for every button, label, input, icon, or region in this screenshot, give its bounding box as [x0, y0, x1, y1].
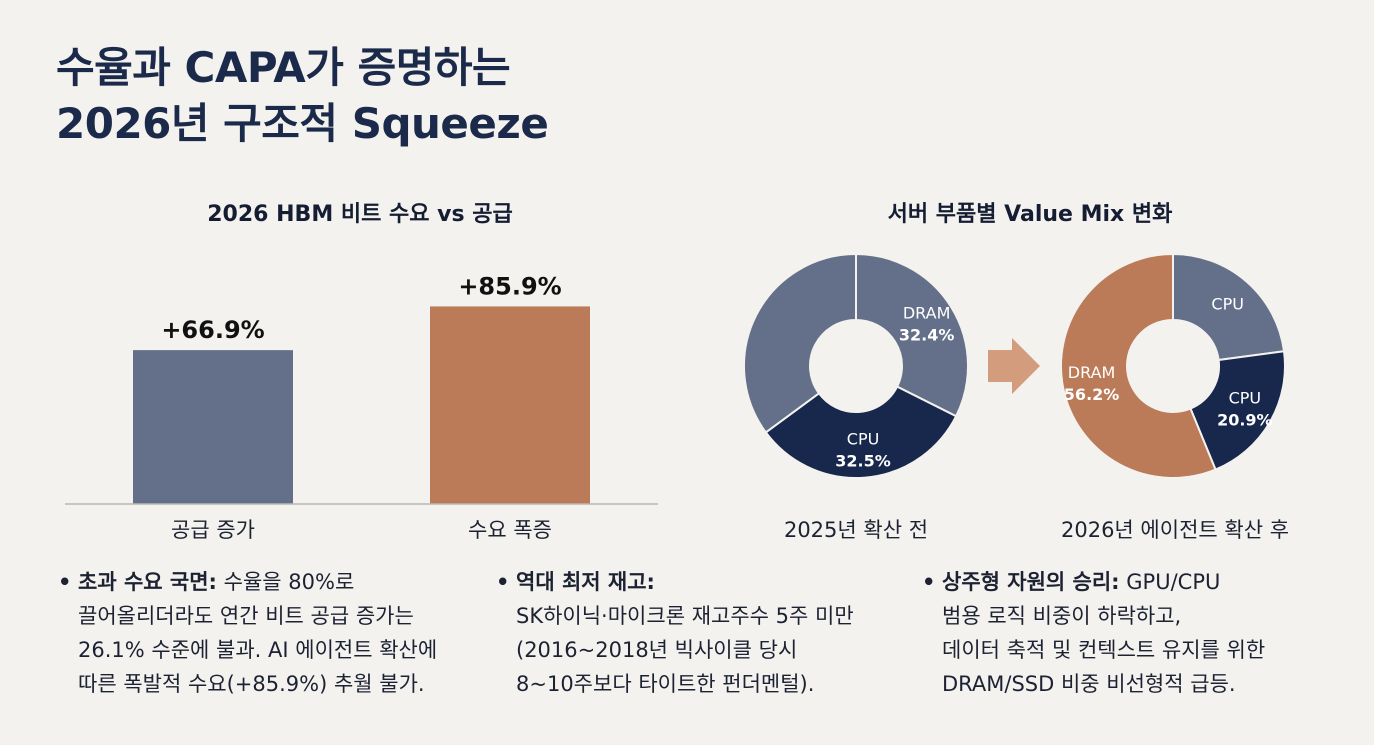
note-head: 역대 최저 재고: — [516, 570, 655, 594]
bar-value-label-supply: +66.9% — [161, 316, 264, 344]
slice-value-label: 20.9% — [1217, 411, 1273, 430]
note-text: (2016~2018년 빅사이클 당시 — [516, 638, 798, 662]
note-text: 26.1% 수준에 불과. AI 에이전트 확산에 — [78, 638, 438, 662]
slice-name-label: CPU — [1229, 389, 1262, 408]
bar-supply-increase — [133, 350, 293, 504]
note-text: 범용 로직 비중이 하락하고, — [942, 604, 1182, 628]
slice-name-label: DRAM — [1068, 363, 1116, 382]
slice-name-label: DRAM — [903, 303, 951, 322]
bullet-icon: • — [922, 570, 936, 594]
note-text: 따른 폭발적 수요(+85.9%) 추월 불가. — [78, 672, 425, 696]
note-record-low-inventory: • 역대 최저 재고: SK하이닉·마이크론 재고주수 5주 미만 (2016~… — [496, 565, 854, 701]
donut-slice — [743, 252, 857, 434]
bullet-icon: • — [496, 570, 510, 594]
note-text: 수율을 80%로 — [223, 570, 355, 594]
bar-category-demand: 수요 폭증 — [468, 518, 552, 542]
slice-value-label: 32.4% — [899, 325, 955, 344]
bar-demand-surge — [430, 306, 590, 504]
donut-2026: CPU CPU 20.9% DRAM 56.2% — [1060, 252, 1286, 479]
page-title-line-1: 수율과 CAPA가 증명하는 — [56, 43, 511, 92]
donut-chart-title: 서버 부품별 Value Mix 변화 — [887, 202, 1173, 227]
page-title-line-2: 2026년 구조적 Squeeze — [56, 99, 549, 148]
bar-chart-title: 2026 HBM 비트 수요 vs 공급 — [207, 202, 513, 227]
donut-slice — [1189, 350, 1286, 471]
donut-2025: DRAM 32.4% CPU 32.5% — [743, 252, 969, 479]
value-mix-donut-charts: DRAM 32.4% CPU 32.5% CPU CPU 20.9% DRAM 56.2% — [743, 252, 1286, 479]
note-text: 끌어올리더라도 연간 비트 공급 증가는 — [78, 604, 414, 628]
bar-category-supply: 공급 증가 — [171, 518, 255, 542]
transition-arrow — [988, 338, 1040, 394]
bar-chart: +66.9% +85.9% — [65, 272, 658, 505]
page-title: 수율과 CAPA가 증명하는 2026년 구조적 Squeeze — [56, 40, 549, 152]
note-head: 상주형 자원의 승리: — [942, 570, 1120, 594]
slice-name-label: CPU — [1211, 295, 1244, 314]
note-resident-resources: • 상주형 자원의 승리: GPU/CPU 범용 로직 비중이 하락하고, 데이… — [922, 565, 1266, 701]
note-head: 초과 수요 국면: — [78, 570, 217, 594]
donut-label-2026: 2026년 에이전트 확산 후 — [1060, 518, 1290, 542]
note-text: 데이터 축적 및 컨텍스트 유지를 위한 — [942, 638, 1266, 662]
note-excess-demand: • 초과 수요 국면: 수율을 80%로 끌어올리더라도 연간 비트 공급 증가… — [58, 565, 438, 701]
donut-slice — [1172, 252, 1286, 362]
donut-label-2025: 2025년 확산 전 — [783, 518, 929, 542]
donut-slice — [764, 385, 958, 479]
slice-value-label: 32.5% — [835, 452, 891, 471]
note-text: 8~10주보다 타이트한 펀더멘털). — [516, 672, 815, 696]
donut-slice — [855, 252, 969, 418]
slice-value-label: 56.2% — [1064, 385, 1120, 404]
note-text: GPU/CPU — [1126, 570, 1221, 594]
note-text: SK하이닉·마이크론 재고주수 5주 미만 — [516, 604, 854, 628]
slice-name-label: CPU — [847, 430, 880, 449]
note-text: DRAM/SSD 비중 비선형적 급등. — [942, 672, 1236, 696]
bullet-icon: • — [58, 570, 72, 594]
bar-value-label-demand: +85.9% — [458, 272, 561, 300]
donut-slice — [1060, 252, 1217, 479]
